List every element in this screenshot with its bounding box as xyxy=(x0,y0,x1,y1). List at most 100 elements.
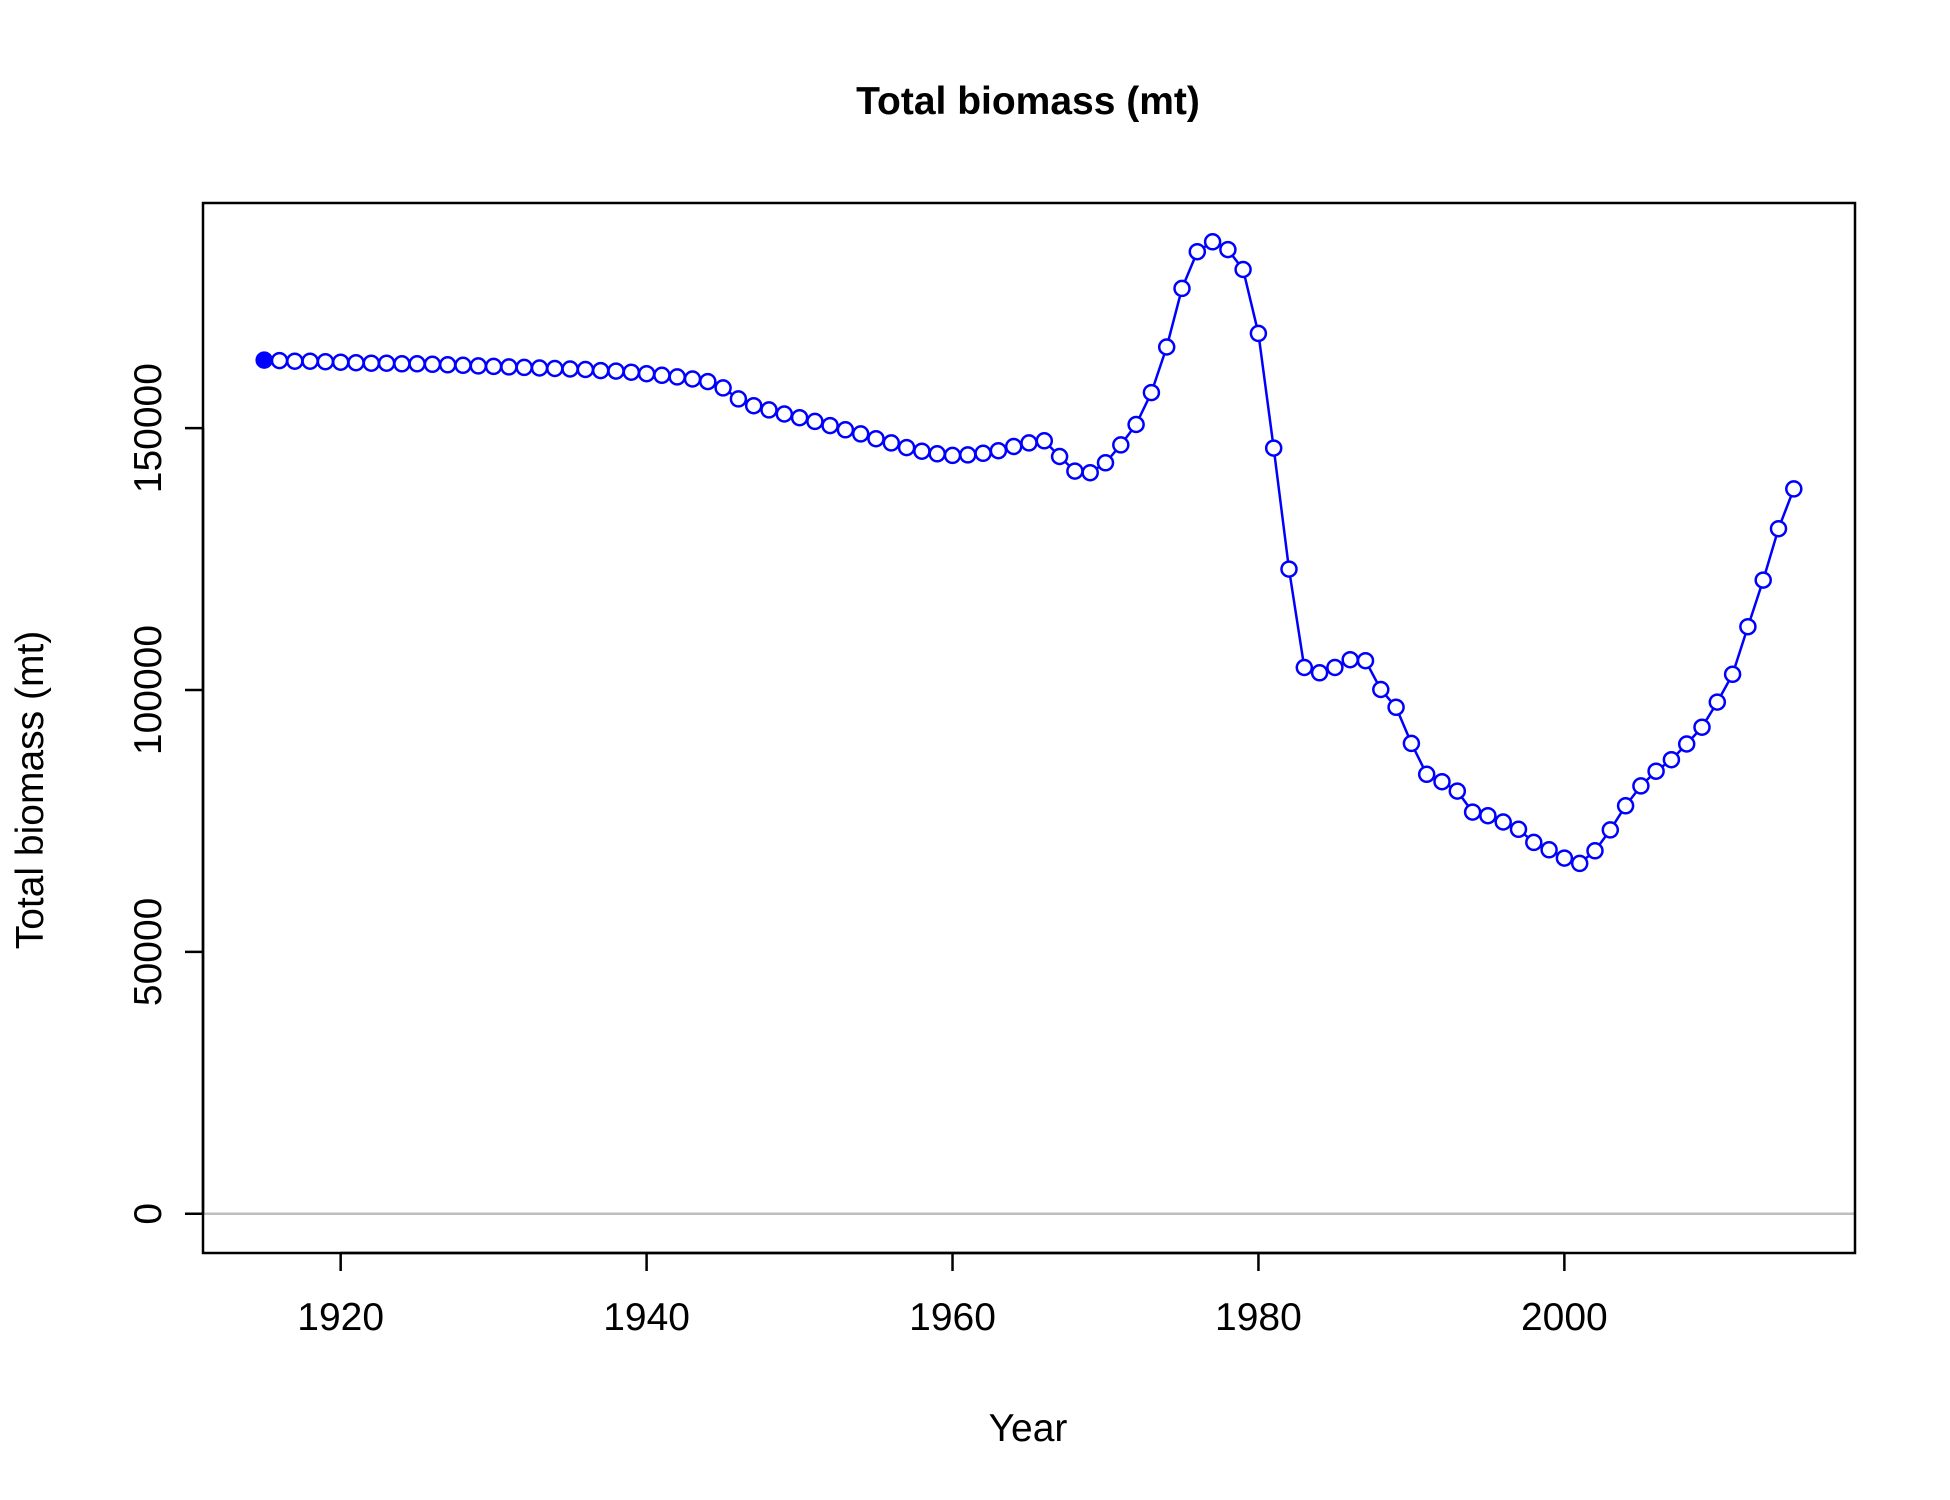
data-point xyxy=(1081,463,1099,482)
data-point xyxy=(1096,454,1115,472)
data-point xyxy=(1417,765,1436,784)
data-point xyxy=(1494,813,1512,831)
data-point xyxy=(347,353,365,372)
data-point xyxy=(867,429,885,448)
data-point xyxy=(1739,617,1757,636)
data-point xyxy=(377,354,396,372)
data-point xyxy=(1310,664,1329,682)
x-tick-label: 1920 xyxy=(297,1296,384,1339)
data-point xyxy=(1647,762,1665,780)
data-point xyxy=(1708,693,1727,711)
data-point xyxy=(882,434,901,452)
data-point xyxy=(530,359,549,377)
data-point xyxy=(1280,560,1298,578)
data-point xyxy=(974,444,992,463)
data-point xyxy=(484,357,503,376)
data-point xyxy=(1066,462,1084,480)
data-point xyxy=(1372,680,1390,699)
data-point xyxy=(790,408,809,427)
data-point xyxy=(591,361,610,380)
data-point xyxy=(959,446,977,464)
data-point xyxy=(576,360,595,379)
y-axis: 0 50000 100000 150000 xyxy=(127,363,205,1225)
data-point xyxy=(331,353,350,371)
data-point xyxy=(622,363,641,381)
data-point xyxy=(1754,571,1772,589)
data-point xyxy=(1662,750,1681,769)
data-point xyxy=(943,446,962,465)
data-point xyxy=(1433,772,1451,791)
data-point xyxy=(668,368,686,386)
data-point xyxy=(1616,797,1635,815)
data-point xyxy=(1127,415,1145,434)
data-point xyxy=(1234,260,1252,279)
data-point xyxy=(1525,833,1543,852)
data-point xyxy=(1570,854,1589,873)
x-tick-label: 1960 xyxy=(909,1296,996,1339)
data-point xyxy=(1555,849,1574,867)
data-point xyxy=(1173,279,1191,298)
data-point xyxy=(897,438,916,457)
data-point xyxy=(1601,821,1620,839)
data-point xyxy=(1769,519,1788,538)
data-point xyxy=(561,360,579,378)
x-tick-label: 1940 xyxy=(603,1296,690,1339)
data-point xyxy=(408,355,426,373)
data-point xyxy=(653,366,671,385)
data-point xyxy=(393,355,411,373)
data-point xyxy=(1203,233,1222,251)
data-point xyxy=(1693,718,1711,736)
data-point xyxy=(699,372,717,391)
data-point xyxy=(500,358,518,376)
data-point xyxy=(1356,651,1375,670)
data-point xyxy=(1264,439,1283,457)
data-point xyxy=(1402,734,1421,753)
data-point xyxy=(1540,841,1558,859)
data-point xyxy=(301,352,319,370)
data-point xyxy=(806,412,824,431)
data-point xyxy=(286,352,304,370)
data-point xyxy=(362,354,381,372)
data-point xyxy=(989,441,1008,460)
data-point xyxy=(1723,665,1742,684)
data-point xyxy=(714,379,732,397)
data-point xyxy=(1586,842,1604,860)
data-point xyxy=(760,401,778,419)
data-point xyxy=(607,362,625,380)
data-point xyxy=(454,356,472,375)
y-tick-label: 0 xyxy=(127,1203,170,1225)
data-point xyxy=(637,364,656,383)
series-line xyxy=(264,240,1795,865)
data-point xyxy=(1509,820,1528,839)
data-point xyxy=(913,442,931,460)
data-point xyxy=(821,416,839,435)
chart-title: Total biomass (mt) xyxy=(856,80,1200,123)
data-point xyxy=(1479,806,1497,825)
data-point xyxy=(515,358,533,377)
data-point xyxy=(851,425,870,443)
data-point xyxy=(1341,650,1359,669)
data-point xyxy=(1020,434,1038,452)
y-axis-label: Total biomass (mt) xyxy=(9,631,52,950)
data-point xyxy=(270,351,289,370)
data-point xyxy=(423,355,442,374)
data-point xyxy=(729,390,748,408)
plot-frame xyxy=(201,201,1857,1255)
data-point xyxy=(1142,383,1161,402)
data-point xyxy=(1387,698,1405,717)
data-point xyxy=(1785,480,1803,498)
data-point xyxy=(744,396,763,415)
y-tick-label: 100000 xyxy=(127,625,170,755)
series-layer xyxy=(255,233,1803,873)
data-point xyxy=(1677,735,1696,753)
data-point xyxy=(316,352,335,371)
data-point xyxy=(1448,782,1467,800)
data-point xyxy=(255,351,273,369)
data-point xyxy=(1632,777,1650,795)
data-point xyxy=(1004,437,1023,456)
data-point xyxy=(928,445,946,463)
x-axis-label: Year xyxy=(989,1407,1068,1450)
data-point xyxy=(1463,803,1482,821)
data-point xyxy=(469,357,488,375)
